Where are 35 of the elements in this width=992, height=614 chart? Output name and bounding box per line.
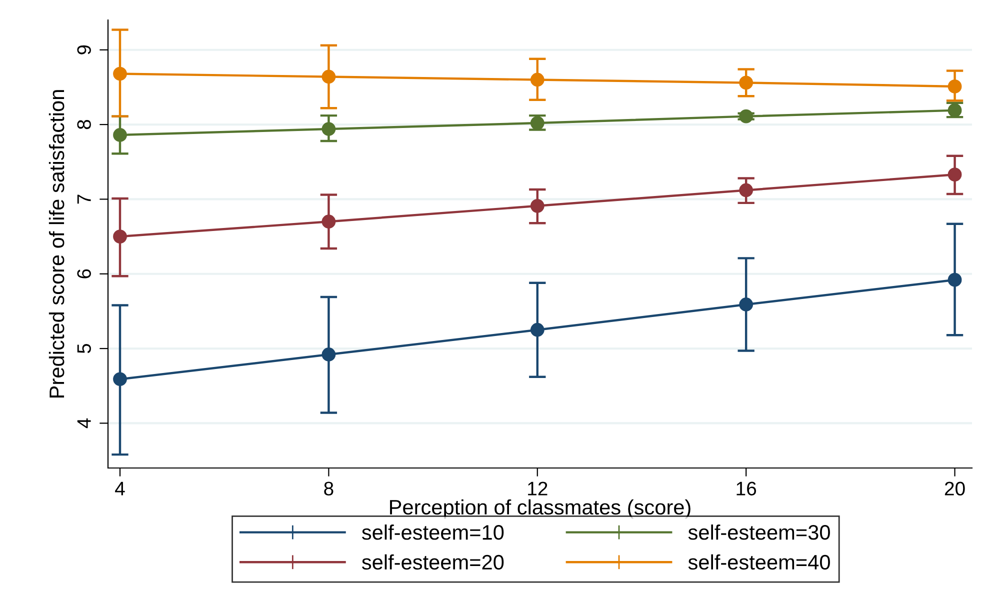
point: [530, 198, 544, 213]
point: [322, 122, 336, 136]
x-tick-label: 8: [324, 482, 334, 496]
point: [322, 348, 336, 362]
point: [322, 70, 336, 84]
point: [530, 322, 544, 337]
point: [948, 168, 962, 182]
legend-label: self-esteem=40: [688, 554, 830, 570]
x-tick-label: 16: [736, 482, 756, 496]
point: [948, 272, 962, 287]
x-tick-label: 12: [528, 482, 548, 496]
point: [948, 80, 962, 94]
point: [739, 76, 754, 90]
point: [739, 183, 754, 198]
point: [739, 298, 754, 312]
point: [530, 72, 544, 87]
point: [113, 372, 127, 386]
y-axis-title: Predicted score of life satisfaction: [48, 90, 64, 398]
y-tick-label: 8: [77, 120, 91, 130]
x-axis-title: Perception of classmates (score): [390, 499, 690, 519]
x-tick-label: 20: [944, 482, 965, 496]
y-tick-label: 7: [77, 194, 91, 204]
y-tick-label: 4: [77, 418, 91, 428]
y-tick-label: 9: [77, 45, 91, 54]
point: [322, 214, 336, 229]
legend-label: self-esteem=10: [362, 524, 504, 540]
y-tick-label: 6: [77, 269, 91, 278]
point: [739, 109, 754, 124]
legend-label: self-esteem=20: [362, 554, 504, 570]
y-tick-label: 5: [77, 344, 91, 354]
legend-label: self-esteem=30: [688, 524, 830, 540]
x-tick-label: 4: [115, 482, 125, 496]
point: [113, 66, 127, 81]
point: [113, 230, 127, 244]
point: [113, 128, 127, 142]
